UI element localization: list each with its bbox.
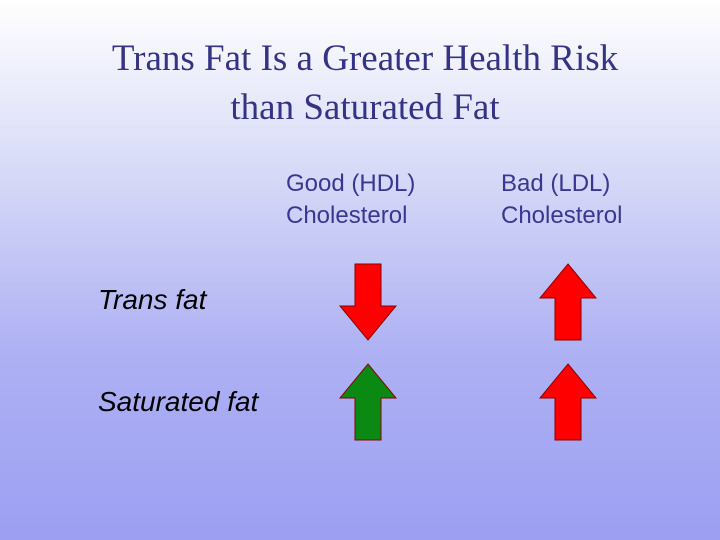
slide-title-line-1: Trans Fat Is a Greater Health Risk (111, 38, 619, 79)
saturated-fat-hdl-up-arrow-icon (338, 362, 398, 442)
slide-title: Trans Fat Is a Greater Health Risk than … (0, 34, 720, 132)
column-heading-hdl-line-1: Good (HDL) (286, 170, 416, 197)
column-heading-ldl-line-2: Cholesterol (501, 202, 623, 229)
trans-fat-ldl-up-arrow-icon (538, 262, 598, 342)
trans-fat-hdl-down-arrow-icon (338, 262, 398, 342)
row-label-saturated-fat: Saturated fat (98, 386, 259, 417)
saturated-fat-ldl-up-arrow-icon (538, 362, 598, 442)
column-heading-ldl-line-1: Bad (LDL) (501, 170, 611, 197)
row-label-trans-fat: Trans fat (98, 284, 207, 315)
slide-title-line-2: than Saturated Fat (230, 87, 500, 128)
column-heading-hdl: Good (HDL) Cholesterol (286, 168, 415, 232)
column-heading-hdl-line-2: Cholesterol (286, 202, 408, 229)
column-heading-ldl: Bad (LDL) Cholesterol (501, 168, 622, 232)
